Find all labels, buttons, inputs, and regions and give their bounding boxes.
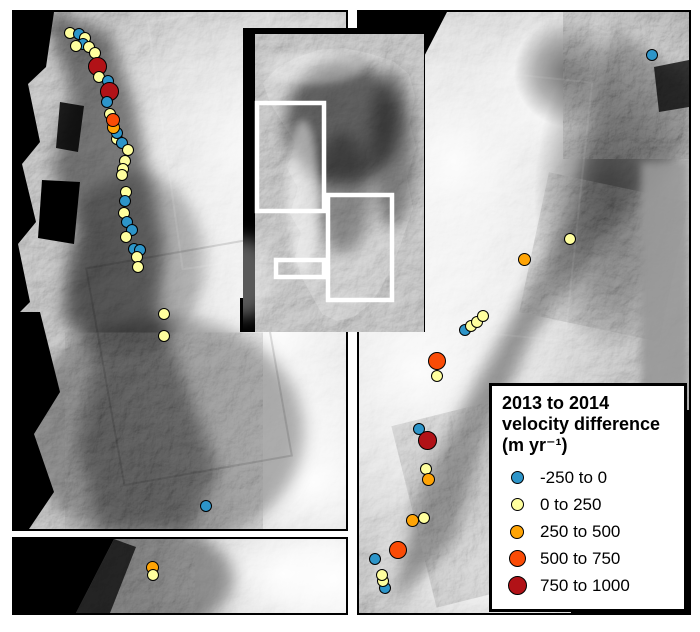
legend-item-label: 0 to 250 <box>540 494 602 514</box>
legend-swatch-circle <box>507 576 527 595</box>
legend-items: -250 to 0 0 to 250 250 to 500 500 to 750 750… <box>492 464 684 599</box>
legend-item: 250 to 500 <box>492 518 684 545</box>
legend-item-label: -250 to 0 <box>540 467 608 487</box>
legend: 2013 to 2014 velocity difference (m yr⁻¹… <box>489 383 687 612</box>
greenland-overview-image <box>243 28 425 332</box>
legend-swatch-circle <box>508 550 526 567</box>
legend-item-label: 500 to 750 <box>540 548 621 568</box>
legend-swatch-circle <box>510 498 524 511</box>
southwest-satellite-image <box>14 539 346 613</box>
legend-swatch-circle <box>510 524 524 539</box>
legend-title: 2013 to 2014 velocity difference (m yr⁻¹… <box>502 393 684 456</box>
northwest-satellite-image <box>14 12 346 529</box>
legend-title-line-2: velocity difference <box>502 414 661 434</box>
legend-item: 750 to 1000 <box>492 572 684 599</box>
study-area-box-southwest <box>273 257 327 280</box>
legend-item: 500 to 750 <box>492 545 684 572</box>
legend-item: -250 to 0 <box>492 464 684 491</box>
map-panel-northwest <box>12 10 348 531</box>
map-panel-southwest-strip <box>12 537 348 615</box>
legend-title-line-3: (m yr⁻¹) <box>502 435 568 455</box>
legend-item-label: 250 to 500 <box>540 521 621 541</box>
legend-swatch-circle <box>510 471 524 484</box>
inset-overview-map <box>243 28 425 332</box>
legend-item: 0 to 250 <box>492 491 684 518</box>
study-area-box-northwest <box>254 100 327 214</box>
legend-title-line-1: 2013 to 2014 <box>502 393 610 413</box>
legend-item-label: 750 to 1000 <box>540 575 630 595</box>
study-area-box-east <box>325 192 395 303</box>
